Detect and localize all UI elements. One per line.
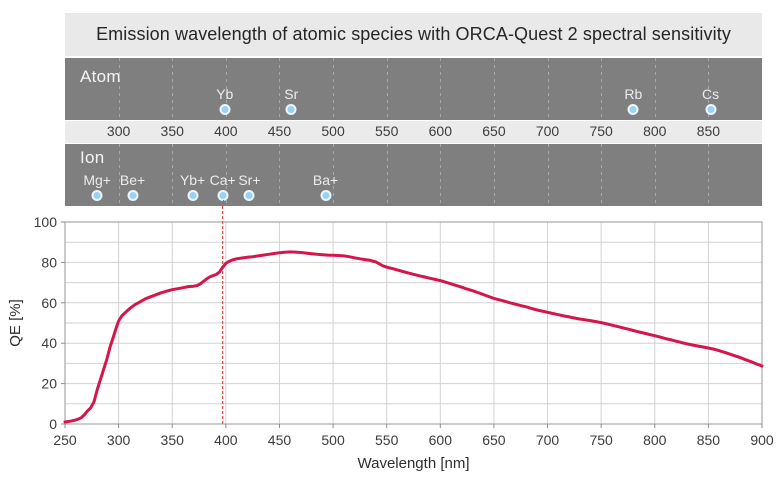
ion-species-label: Ca+ — [209, 172, 236, 188]
band-gridline — [333, 144, 335, 206]
x-axis-title: Wavelength [nm] — [358, 455, 470, 472]
atom-species-dot — [219, 104, 231, 115]
band-gridline — [118, 144, 120, 206]
scale-tick-label: 550 — [375, 123, 399, 139]
y-axis-title: QE [%] — [7, 299, 24, 347]
band-gridline — [708, 58, 710, 120]
band-gridline — [386, 144, 388, 206]
ion-species-dot — [187, 190, 199, 201]
scale-tick-label: 300 — [106, 123, 131, 139]
x-tick-label: 850 — [697, 432, 721, 448]
scale-tick-label: 750 — [589, 123, 613, 139]
x-tick-label: 400 — [214, 432, 238, 448]
qe-spectral-chart: 250 300 350 400 450 500 550 600 650 700 750 800 850 9… — [7, 206, 774, 472]
band-gridline — [493, 58, 495, 120]
page-title: Emission wavelength of atomic species wi… — [96, 24, 731, 44]
scale-tick-label: 400 — [214, 123, 238, 139]
x-tick-label: 750 — [589, 432, 613, 448]
ion-band-label: Ion — [80, 148, 105, 167]
scale-tick-label: 850 — [696, 123, 721, 139]
atom-species-label: Sr — [284, 86, 299, 102]
band-gridline — [440, 144, 442, 206]
band-gridline — [118, 58, 120, 120]
ion-species-dot — [243, 190, 255, 201]
scale-tick-label: 800 — [643, 123, 667, 139]
band-gridline — [172, 58, 174, 120]
x-tick-label: 600 — [429, 432, 453, 448]
ion-species-label: Be+ — [119, 172, 146, 188]
ion-species-label: Mg+ — [83, 172, 111, 188]
band-gridline — [386, 58, 388, 120]
x-tick-label: 900 — [750, 432, 774, 448]
band-gridline — [333, 58, 335, 120]
x-tick-label: 450 — [268, 432, 292, 448]
atom-species-dot — [285, 104, 297, 115]
qe-curve — [63, 250, 764, 424]
x-tick-label: 700 — [536, 432, 560, 448]
scale-tick-label: 700 — [535, 123, 560, 139]
band-gridline — [601, 58, 603, 120]
atom-species-label: Rb — [624, 86, 643, 102]
y-tick-label: 80 — [41, 254, 57, 270]
band-gridline — [708, 144, 710, 206]
atom-species-dot — [627, 104, 639, 115]
atom-species-dot — [705, 104, 717, 115]
band-gridline — [493, 144, 495, 206]
atom-band: Atom Yb Sr Rb Cs — [65, 58, 762, 120]
band-gridline — [601, 144, 603, 206]
y-tick-label: 100 — [34, 214, 58, 230]
x-tick-label: 650 — [482, 432, 506, 448]
band-gridline — [547, 144, 549, 206]
band-gridline — [225, 144, 227, 206]
band-gridline — [225, 58, 227, 120]
ion-species-dot — [320, 190, 332, 201]
x-tick-label: 800 — [643, 432, 667, 448]
band-gridline — [654, 58, 656, 120]
scale-tick-label: 600 — [428, 123, 452, 139]
ion-species-label: Yb+ — [179, 172, 206, 188]
ion-species-dot — [127, 190, 139, 201]
y-tick-label: 40 — [41, 335, 57, 351]
ion-species-label: Sr+ — [238, 172, 261, 188]
scale-tick-label: 500 — [321, 123, 345, 139]
x-tick-label: 550 — [375, 432, 399, 448]
band-gridline — [547, 58, 549, 120]
scale-tick-label: 350 — [160, 123, 184, 139]
band-gridline — [654, 144, 656, 206]
band-gridline — [279, 144, 281, 206]
y-tick-label: 60 — [41, 295, 57, 311]
atom-species-label: Yb — [216, 86, 234, 102]
ion-band: Ion Mg+ Be+ Yb+ Ca+ Sr+ Ba+ — [65, 144, 762, 206]
x-tick-label: 350 — [161, 432, 185, 448]
y-tick-label: 20 — [41, 376, 57, 392]
band-gridline — [440, 58, 442, 120]
band-gridline — [279, 58, 281, 120]
wavelength-scale-row: 300 350 400 450 500 550 600 650 700 750 800 850 — [65, 121, 762, 143]
scale-tick-label: 450 — [267, 123, 292, 139]
atom-species-label: Cs — [701, 86, 720, 102]
atom-band-label: Atom — [80, 67, 121, 86]
x-tick-label: 500 — [321, 432, 345, 448]
plot-border — [64, 221, 763, 425]
ion-species-dot — [91, 190, 103, 201]
y-tick-label: 0 — [49, 416, 57, 432]
ion-species-label: Ba+ — [312, 172, 339, 188]
band-gridline — [172, 144, 174, 206]
x-tick-label: 250 — [53, 432, 77, 448]
ca-emission-line-stub — [222, 200, 224, 206]
scale-tick-label: 650 — [482, 123, 506, 139]
chart-title-bar: Emission wavelength of atomic species wi… — [65, 13, 762, 56]
x-tick-label: 300 — [107, 432, 131, 448]
